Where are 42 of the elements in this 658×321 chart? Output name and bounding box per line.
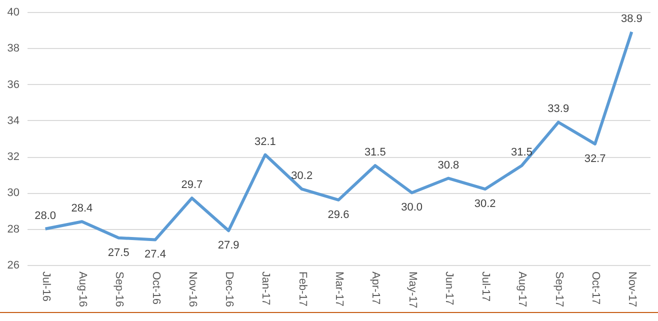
data-label: 33.9 [548, 103, 570, 116]
data-label: 29.6 [328, 208, 350, 221]
x-tick-label: Oct-16 [150, 272, 162, 305]
data-label: 32.7 [584, 152, 606, 165]
x-tick-label: Nov-16 [186, 272, 198, 307]
y-tick-label: 38 [7, 42, 20, 55]
y-tick-label: 40 [7, 6, 20, 18]
x-tick-label: Jul-16 [40, 272, 52, 302]
x-tick-label: Aug-16 [76, 272, 88, 307]
x-tick-label: May-17 [406, 272, 418, 308]
y-tick-label: 28 [7, 223, 20, 236]
y-tick-label: 36 [7, 78, 20, 91]
x-tick-label: Mar-17 [333, 272, 345, 306]
y-tick-label: 26 [7, 260, 20, 272]
x-tick-label: Aug-17 [516, 272, 528, 307]
x-tick-label: Apr-17 [370, 272, 382, 305]
data-label: 27.9 [218, 240, 240, 252]
y-tick-label: 32 [7, 151, 20, 164]
data-label: 28.0 [34, 210, 56, 222]
data-label: 32.1 [254, 136, 276, 148]
x-tick-label: Jun-17 [442, 272, 455, 306]
x-tick-label: Feb-17 [296, 272, 308, 306]
data-label: 27.5 [108, 246, 130, 259]
y-tick-label: 34 [7, 114, 20, 127]
data-label: 31.5 [511, 146, 532, 159]
data-label: 27.4 [144, 248, 166, 261]
data-label: 28.4 [71, 202, 93, 215]
data-label: 30.2 [291, 170, 313, 182]
x-tick-label: Jan-17 [260, 272, 272, 306]
data-label: 30.2 [474, 198, 496, 210]
x-tick-label: Jul-17 [480, 272, 492, 302]
data-label: 29.7 [181, 179, 203, 192]
y-tick-label: 30 [7, 187, 20, 200]
x-tick-label: Dec-16 [223, 272, 236, 307]
data-label: 38.9 [620, 12, 642, 25]
data-label: 30.0 [401, 202, 423, 214]
data-label: 31.5 [364, 146, 386, 159]
x-tick-label: Sep-17 [552, 272, 565, 307]
x-tick-label: Nov-17 [626, 272, 638, 307]
x-tick-label: Sep-16 [113, 272, 126, 307]
x-tick-label: Oct-17 [590, 272, 602, 305]
data-label: 30.8 [438, 159, 460, 172]
